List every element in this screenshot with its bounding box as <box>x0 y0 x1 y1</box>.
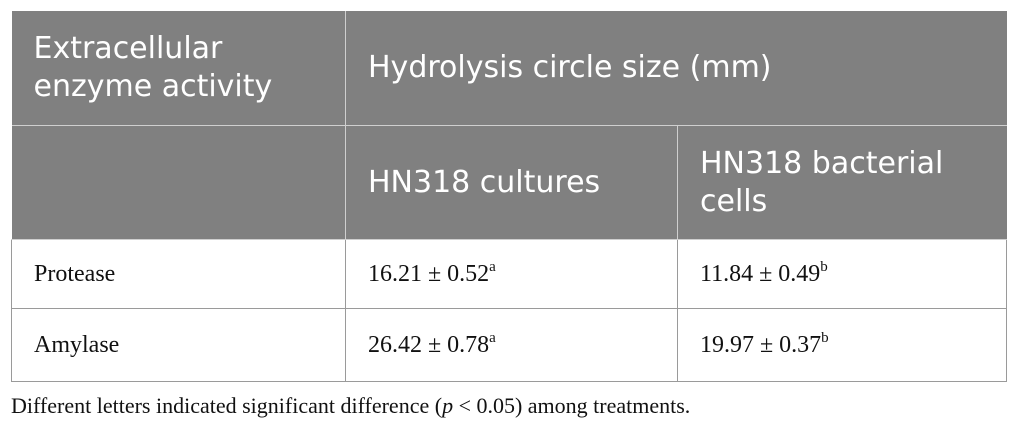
row-label-amylase: Amylase <box>11 308 346 382</box>
cell-value: 26.42 ± 0.78 <box>368 331 490 358</box>
header-enzyme-activity: Extracellular enzyme activity <box>11 11 346 126</box>
cell-value: 11.84 ± 0.49 <box>700 260 821 287</box>
significance-letter: b <box>820 258 828 275</box>
table-row: Protease 16.21 ± 0.52a 11.84 ± 0.49b <box>11 239 1007 309</box>
header-empty-cell <box>11 125 346 240</box>
significance-letter: b <box>821 329 829 346</box>
cell-value: 16.21 ± 0.52 <box>368 260 490 287</box>
header-row-2: HN318 cultures HN318 bacterial cells <box>11 125 1007 240</box>
cell-value: 19.97 ± 0.37 <box>700 331 822 358</box>
footnote-text-pre: Different letters indicated significant … <box>11 393 443 418</box>
significance-letter: a <box>489 329 496 346</box>
footnote-text-post: < 0.05) among treatments. <box>453 393 691 418</box>
table-footnote: Different letters indicated significant … <box>11 393 690 419</box>
protease-cells-cell: 11.84 ± 0.49b <box>677 239 1007 309</box>
significance-letter: a <box>489 258 496 275</box>
data-table: Extracellular enzyme activity Hydrolysis… <box>11 11 1007 382</box>
header-hydrolysis-circle-size: Hydrolysis circle size (mm) <box>345 11 1007 126</box>
row-label-protease: Protease <box>11 239 346 309</box>
table-row: Amylase 26.42 ± 0.78a 19.97 ± 0.37b <box>11 308 1007 382</box>
amylase-cultures-cell: 26.42 ± 0.78a <box>345 308 678 382</box>
header-hn318-cultures: HN318 cultures <box>345 125 678 240</box>
header-hn318-bacterial-cells: HN318 bacterial cells <box>677 125 1007 240</box>
footnote-p-symbol: p <box>442 393 454 418</box>
header-row-1: Extracellular enzyme activity Hydrolysis… <box>11 11 1007 126</box>
protease-cultures-cell: 16.21 ± 0.52a <box>345 239 678 309</box>
amylase-cells-cell: 19.97 ± 0.37b <box>677 308 1007 382</box>
